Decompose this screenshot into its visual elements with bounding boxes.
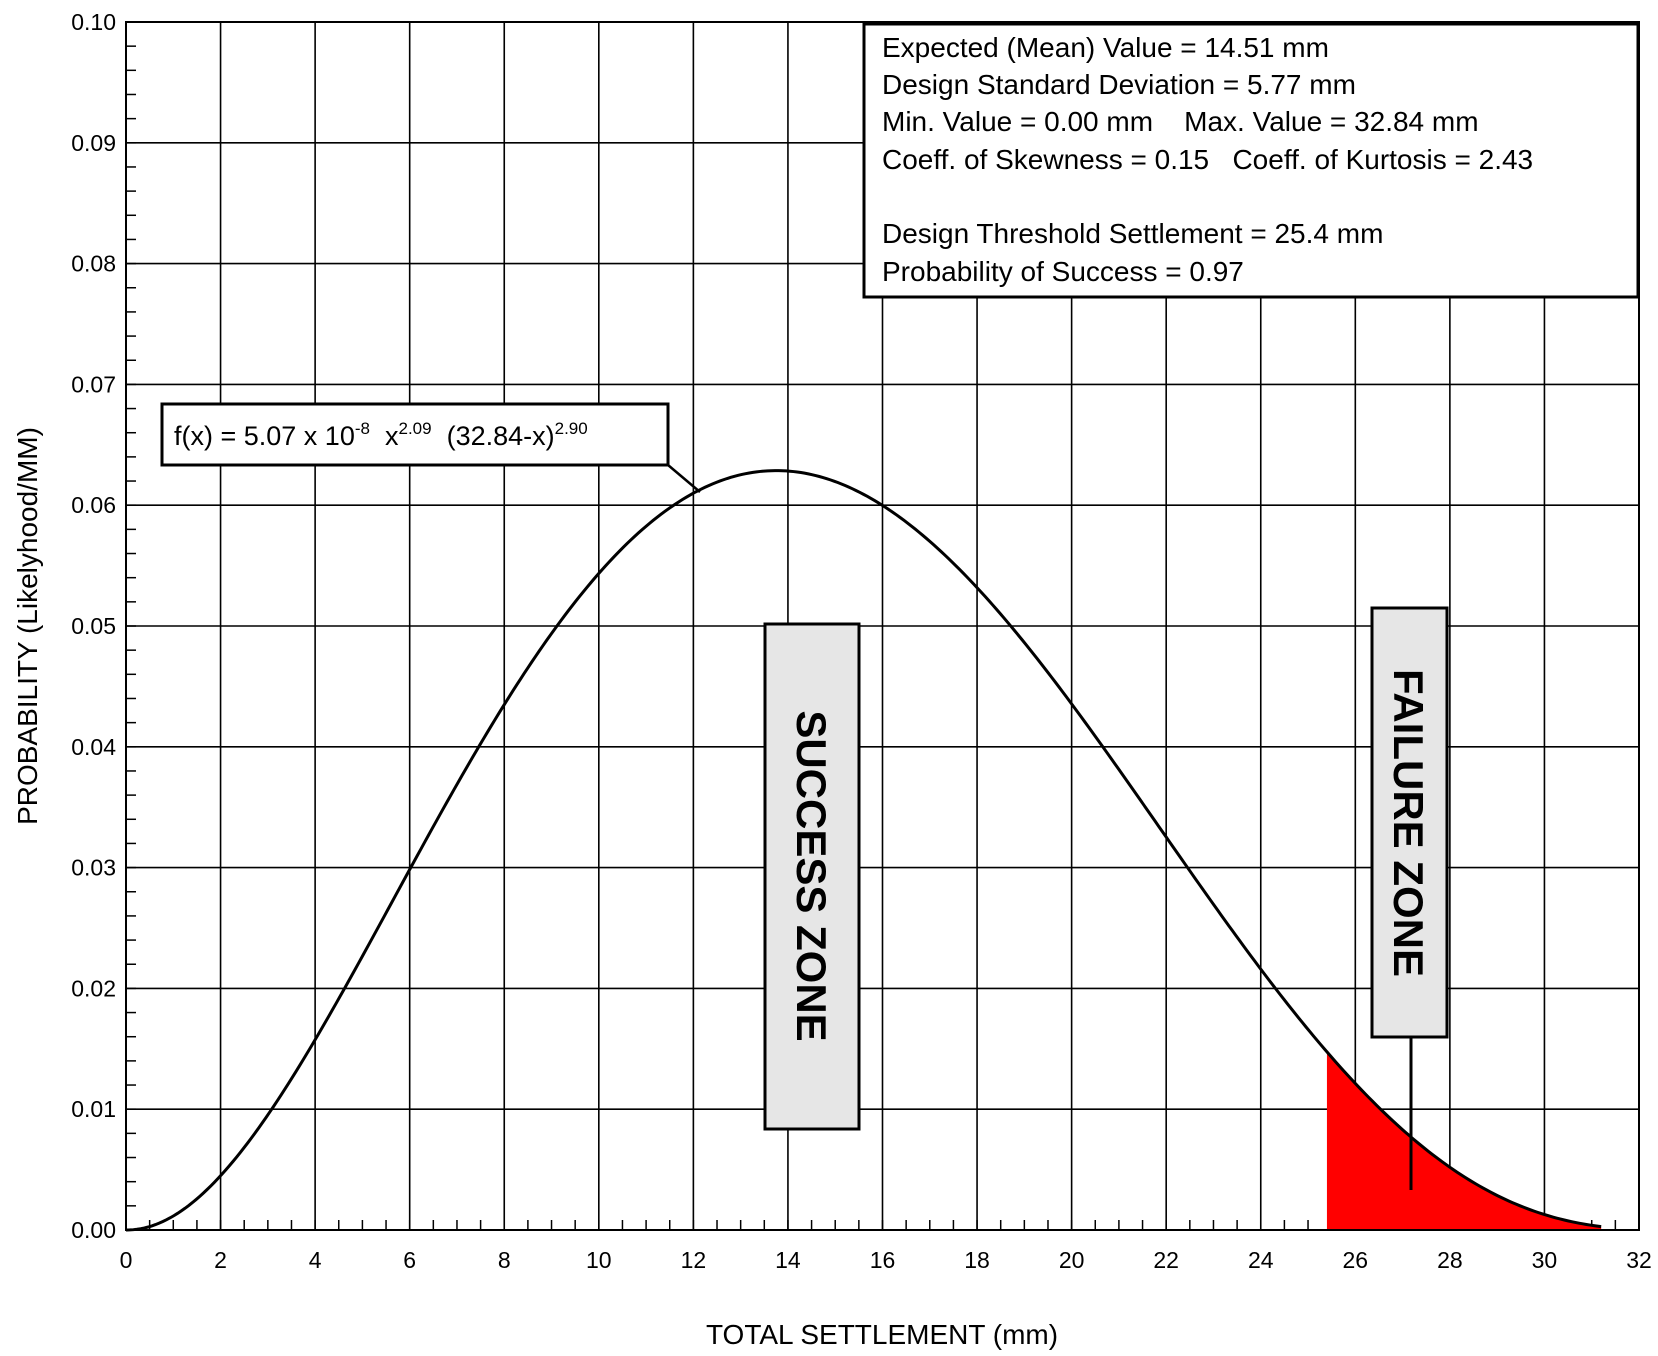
x-tick-label: 22 [1153, 1247, 1179, 1273]
x-tick-label: 4 [309, 1247, 322, 1273]
x-tick-label: 10 [586, 1247, 612, 1273]
failure-zone-text: FAILURE ZONE [1385, 669, 1432, 977]
x-tick-label: 20 [1059, 1247, 1085, 1273]
x-tick-label: 8 [498, 1247, 511, 1273]
stats-line-threshold: Design Threshold Settlement = 25.4 mm [882, 218, 1383, 249]
formula-exp-2: 2.09 [398, 419, 431, 438]
x-tick-labels: 0 2 4 6 8 10 12 14 16 18 20 22 24 26 28 30 32 [120, 1247, 1652, 1273]
y-tick-label: 0.07 [71, 371, 116, 397]
formula-exp-3: 2.90 [555, 419, 588, 438]
formula-part-2: x [370, 421, 399, 451]
formula-box: f(x) = 5.07 x 10-8 x2.09 (32.84-x)2.90 [160, 402, 701, 493]
success-zone-box [763, 622, 861, 1131]
failure-zone-label: FAILURE ZONE [1370, 606, 1449, 1190]
failure-zone-fill [1326, 1051, 1602, 1230]
stats-line-min-max: Min. Value = 0.00 mm Max. Value = 32.84 … [882, 106, 1479, 137]
formula-text: f(x) = 5.07 x 10-8 x2.09 (32.84-x)2.90 [174, 419, 588, 451]
formula-exp-1: -8 [355, 419, 370, 438]
y-axis-title: PROBABILITY (Likelyhood/MM) [12, 427, 43, 825]
x-tick-label: 32 [1626, 1247, 1652, 1273]
success-zone-label: SUCCESS ZONE [763, 622, 861, 1131]
x-tick-label: 30 [1532, 1247, 1558, 1273]
x-tick-label: 14 [775, 1247, 801, 1273]
y-tick-label: 0.03 [71, 855, 116, 881]
stats-line-skew-kurt: Coeff. of Skewness = 0.15 Coeff. of Kurt… [882, 144, 1533, 175]
x-axis-title: TOTAL SETTLEMENT (mm) [706, 1319, 1058, 1350]
y-tick-label: 0.05 [71, 613, 116, 639]
y-tick-label: 0.02 [71, 975, 116, 1001]
pdf-curve [125, 469, 1602, 1232]
y-tick-label: 0.06 [71, 492, 116, 518]
x-tick-label: 2 [214, 1247, 227, 1273]
stats-line-mean: Expected (Mean) Value = 14.51 mm [882, 32, 1329, 63]
y-tick-label: 0.04 [71, 734, 116, 760]
failure-zone-box [1370, 606, 1449, 1039]
x-tick-label: 28 [1437, 1247, 1463, 1273]
formula-part-1: f(x) = 5.07 x 10 [174, 421, 355, 451]
y-tick-label: 0.08 [71, 251, 116, 277]
formula-part-3: (32.84-x) [432, 421, 555, 451]
y-tick-labels: 0.00 0.01 0.02 0.03 0.04 0.05 0.06 0.07 0.08 0.09… [71, 9, 116, 1243]
x-tick-label: 12 [681, 1247, 707, 1273]
y-tick-label: 0.10 [71, 9, 116, 35]
x-tick-label: 16 [870, 1247, 896, 1273]
stats-line-std: Design Standard Deviation = 5.77 mm [882, 69, 1356, 100]
y-tick-label: 0.00 [71, 1217, 116, 1243]
formula-leader-line [667, 464, 701, 493]
stats-line-probability: Probability of Success = 0.97 [882, 256, 1244, 287]
y-tick-label: 0.09 [71, 130, 116, 156]
plot-frame [125, 21, 1640, 1231]
y-tick-label: 0.01 [71, 1096, 116, 1122]
x-tick-label: 26 [1343, 1247, 1369, 1273]
formula-box-frame [160, 402, 670, 467]
x-tick-label: 0 [120, 1247, 133, 1273]
success-zone-text: SUCCESS ZONE [788, 710, 835, 1041]
x-tick-label: 18 [964, 1247, 990, 1273]
stats-box: Expected (Mean) Value = 14.51 mm Design … [862, 22, 1640, 299]
stats-box-frame [862, 22, 1640, 299]
minor-ticks [125, 21, 1640, 1231]
x-tick-label: 6 [403, 1247, 416, 1273]
x-tick-label: 24 [1248, 1247, 1274, 1273]
